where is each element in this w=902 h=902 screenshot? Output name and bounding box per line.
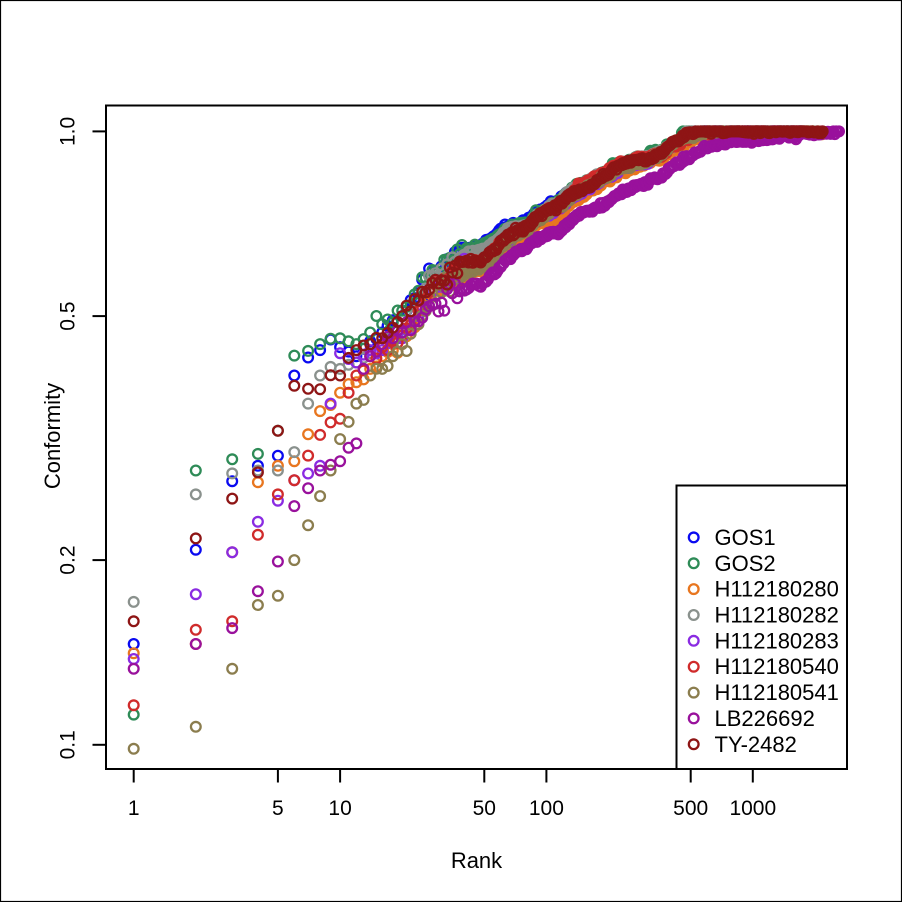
- svg-text:H112180540: H112180540: [715, 654, 839, 679]
- svg-text:H112180280: H112180280: [715, 577, 839, 602]
- svg-text:1: 1: [128, 797, 140, 820]
- svg-text:5: 5: [272, 797, 284, 820]
- svg-text:Rank: Rank: [451, 848, 503, 873]
- svg-text:GOS1: GOS1: [715, 525, 776, 550]
- svg-text:LB226692: LB226692: [715, 706, 815, 731]
- svg-text:100: 100: [529, 797, 564, 820]
- svg-text:0.2: 0.2: [57, 545, 80, 574]
- svg-text:0.1: 0.1: [57, 730, 80, 759]
- svg-text:0.5: 0.5: [57, 301, 80, 330]
- svg-text:H112180283: H112180283: [715, 628, 839, 653]
- svg-text:H112180282: H112180282: [715, 603, 839, 628]
- svg-text:50: 50: [473, 797, 496, 820]
- svg-text:1000: 1000: [729, 797, 776, 820]
- svg-text:500: 500: [673, 797, 708, 820]
- svg-text:TY-2482: TY-2482: [715, 732, 797, 757]
- svg-text:H112180541: H112180541: [715, 680, 839, 705]
- svg-text:GOS2: GOS2: [715, 551, 776, 576]
- svg-text:Conformity: Conformity: [40, 383, 65, 489]
- svg-text:1.0: 1.0: [57, 117, 80, 146]
- svg-text:10: 10: [328, 797, 351, 820]
